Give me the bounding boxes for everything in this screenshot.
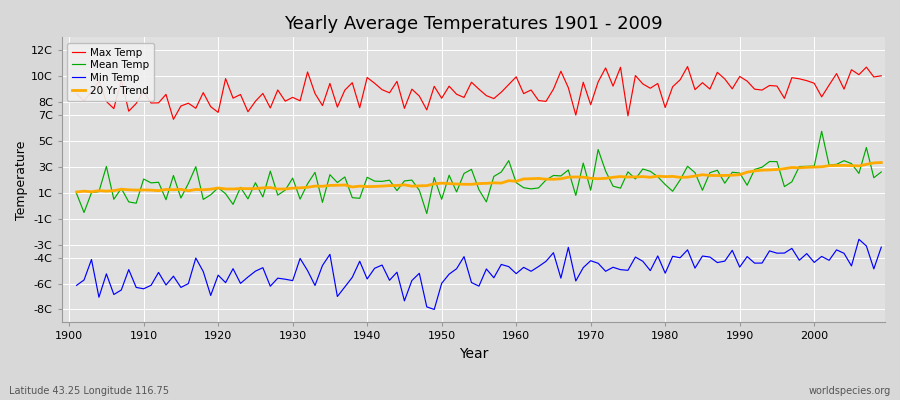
Max Temp (71, 91, 82, 96)
Mean Temp (816, 129, 827, 134)
Line: Max Temp: Max Temp (76, 66, 881, 119)
Mean Temp (608, 184, 618, 188)
Line: Mean Temp: Mean Temp (76, 131, 881, 214)
Min Temp (511, 271, 522, 276)
Mean Temp (71, 191, 82, 196)
Min Temp (876, 245, 886, 250)
Max Temp (511, 74, 522, 79)
Mean Temp (511, 180, 522, 185)
20 Yr Trend (294, 186, 305, 190)
Title: Yearly Average Temperatures 1901 - 2009: Yearly Average Temperatures 1901 - 2009 (284, 15, 662, 33)
Min Temp (428, 307, 439, 312)
Min Temp (130, 285, 141, 290)
Y-axis label: Temperature: Temperature (15, 140, 28, 220)
20 Yr Trend (511, 179, 522, 184)
20 Yr Trend (876, 160, 886, 165)
Min Temp (294, 256, 305, 261)
Max Temp (518, 91, 529, 96)
Text: worldspecies.org: worldspecies.org (809, 386, 891, 396)
20 Yr Trend (339, 182, 350, 187)
Text: Latitude 43.25 Longitude 116.75: Latitude 43.25 Longitude 116.75 (9, 386, 169, 396)
Min Temp (853, 237, 864, 242)
Max Temp (608, 84, 618, 88)
Mean Temp (294, 197, 305, 202)
Mean Temp (876, 170, 886, 174)
Min Temp (608, 265, 618, 270)
Line: Min Temp: Min Temp (76, 239, 881, 310)
X-axis label: Year: Year (459, 347, 488, 361)
Legend: Max Temp, Mean Temp, Min Temp, 20 Yr Trend: Max Temp, Mean Temp, Min Temp, 20 Yr Tre… (67, 42, 154, 101)
Max Temp (876, 73, 886, 78)
Mean Temp (421, 211, 432, 216)
20 Yr Trend (503, 178, 514, 183)
Min Temp (518, 265, 529, 270)
Max Temp (168, 117, 179, 122)
20 Yr Trend (130, 188, 141, 192)
Max Temp (302, 70, 313, 74)
Min Temp (339, 284, 350, 289)
Max Temp (346, 80, 357, 85)
Mean Temp (130, 201, 141, 206)
Max Temp (130, 101, 141, 106)
Line: 20 Yr Trend: 20 Yr Trend (76, 162, 881, 192)
20 Yr Trend (600, 176, 611, 181)
20 Yr Trend (71, 190, 82, 194)
Min Temp (71, 283, 82, 288)
Mean Temp (518, 185, 529, 190)
Mean Temp (339, 174, 350, 179)
Max Temp (682, 64, 693, 69)
